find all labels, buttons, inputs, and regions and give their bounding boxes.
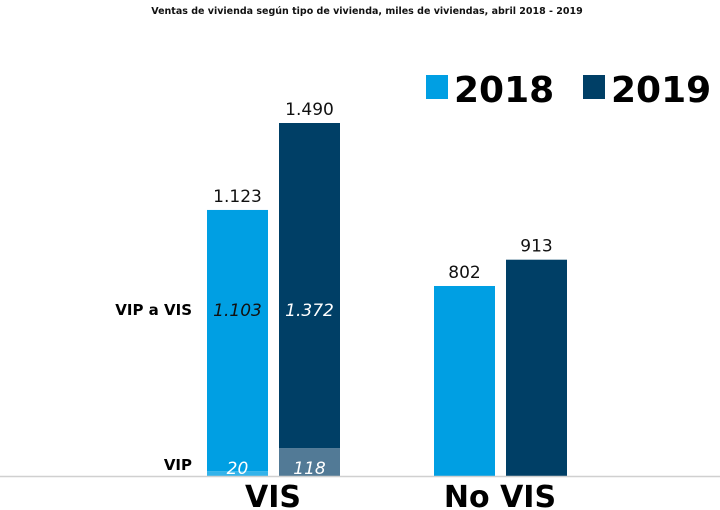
legend: 2018 2019: [426, 70, 711, 111]
chart-title: Ventas de vivienda según tipo de viviend…: [151, 6, 582, 17]
segment-value-label: 118: [293, 459, 326, 479]
legend-swatch-2018: [426, 75, 448, 99]
segment-value-label: 20: [227, 459, 249, 479]
category-label-vis: VIS: [245, 480, 301, 510]
bar-segment-vip-a-vis-2018-vis: [207, 209, 268, 472]
legend-swatch-2019: [583, 75, 605, 99]
bar-segment-vip-a-vis-2019-vis: [279, 123, 340, 449]
segment-label-vip: VIP: [164, 456, 192, 474]
bar-value-label: 913: [520, 237, 552, 257]
legend-label-2019: 2019: [611, 70, 711, 111]
bar-segment-vip-2019-vis: [279, 448, 340, 476]
legend-label-2018: 2018: [454, 70, 554, 111]
category-labels: VIS No VIS: [245, 480, 556, 510]
bar-2019-no-vis: [506, 259, 567, 476]
segment-value-label: 1.372: [285, 301, 334, 321]
bar-2018-no-vis: [434, 285, 495, 476]
segment-value-label: 1.103: [213, 301, 262, 321]
bar-value-label: 802: [448, 263, 480, 283]
bar-value-label: 1.123: [213, 187, 262, 207]
category-label-no-vis: No VIS: [444, 480, 556, 510]
segment-label-vip-a-vis: VIP a VIS: [115, 301, 192, 319]
bar-value-label: 1.490: [285, 100, 334, 120]
bar-segment-vip-2018-vis: [207, 471, 268, 476]
bars: 20 1.103 1.123 118 1.372 1.490 802 913: [207, 100, 567, 479]
